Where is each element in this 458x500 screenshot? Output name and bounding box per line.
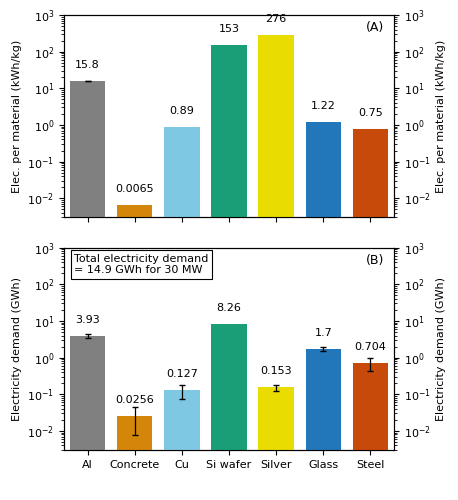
Text: 15.8: 15.8 <box>75 60 100 70</box>
Text: 1.7: 1.7 <box>314 328 332 338</box>
Text: 0.153: 0.153 <box>260 366 292 376</box>
Bar <box>305 122 341 500</box>
Y-axis label: Elec. per material (kWh/kg): Elec. per material (kWh/kg) <box>436 40 446 193</box>
Bar <box>164 127 200 500</box>
Bar <box>164 390 200 500</box>
Bar <box>70 336 105 500</box>
Text: (A): (A) <box>366 21 384 34</box>
Bar <box>211 324 247 500</box>
Y-axis label: Electricity demand (GWh): Electricity demand (GWh) <box>436 277 446 421</box>
Text: 0.89: 0.89 <box>169 106 194 116</box>
Text: 153: 153 <box>218 24 240 34</box>
Text: 0.127: 0.127 <box>166 370 198 380</box>
Y-axis label: Elec. per material (kWh/kg): Elec. per material (kWh/kg) <box>12 40 22 193</box>
Bar <box>117 416 153 500</box>
Text: (B): (B) <box>365 254 384 266</box>
Bar <box>117 205 153 500</box>
Text: 0.75: 0.75 <box>358 108 383 118</box>
Bar <box>211 45 247 500</box>
Bar <box>353 363 388 500</box>
Bar <box>70 81 105 500</box>
Text: 8.26: 8.26 <box>217 303 241 313</box>
Text: 0.0256: 0.0256 <box>115 395 154 405</box>
Text: 0.704: 0.704 <box>354 342 386 352</box>
Bar <box>258 36 294 500</box>
Bar <box>305 349 341 500</box>
Text: Total electricity demand
= 14.9 GWh for 30 MW: Total electricity demand = 14.9 GWh for … <box>74 254 208 276</box>
Text: 1.22: 1.22 <box>311 100 336 110</box>
Text: 276: 276 <box>266 14 287 24</box>
Text: 3.93: 3.93 <box>75 315 100 325</box>
Y-axis label: Electricity demand (GWh): Electricity demand (GWh) <box>12 277 22 421</box>
Bar <box>258 388 294 500</box>
Text: 0.0065: 0.0065 <box>115 184 154 194</box>
Bar <box>353 130 388 500</box>
